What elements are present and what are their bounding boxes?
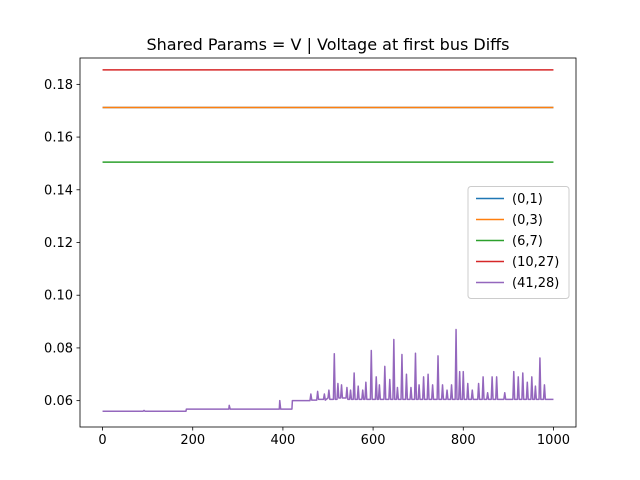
legend-label: (41,28) — [512, 276, 559, 291]
series-line-4 — [102, 328, 554, 412]
legend-label: (10,27) — [512, 255, 559, 270]
x-tick-label: 0 — [98, 433, 106, 448]
legend: (0,1) (0,3) (6,7) (10,27) (41,28) — [467, 186, 570, 299]
x-axis: 0 200 400 600 800 1000 — [98, 427, 570, 448]
y-tick-label: 0.08 — [44, 341, 73, 356]
x-tick-label: 200 — [180, 433, 205, 448]
y-tick-label: 0.14 — [44, 183, 73, 198]
chart-title: Shared Params = V | Voltage at first bus… — [147, 35, 510, 54]
legend-label: (6,7) — [512, 234, 543, 249]
y-axis: 0.06 0.08 0.10 0.12 0.14 0.16 0.18 — [44, 78, 80, 409]
y-tick-label: 0.06 — [44, 394, 73, 409]
y-tick-label: 0.12 — [44, 236, 73, 251]
legend-box — [467, 186, 570, 299]
x-tick-label: 600 — [361, 433, 386, 448]
legend-label: (0,1) — [512, 192, 543, 207]
x-tick-label: 400 — [270, 433, 295, 448]
x-tick-label: 1000 — [537, 433, 570, 448]
series-layer — [102, 69, 554, 412]
x-tick-label: 800 — [451, 433, 476, 448]
y-tick-label: 0.10 — [44, 289, 73, 304]
y-tick-label: 0.16 — [44, 131, 73, 146]
y-tick-label: 0.18 — [44, 78, 73, 93]
legend-label: (0,3) — [512, 213, 543, 228]
